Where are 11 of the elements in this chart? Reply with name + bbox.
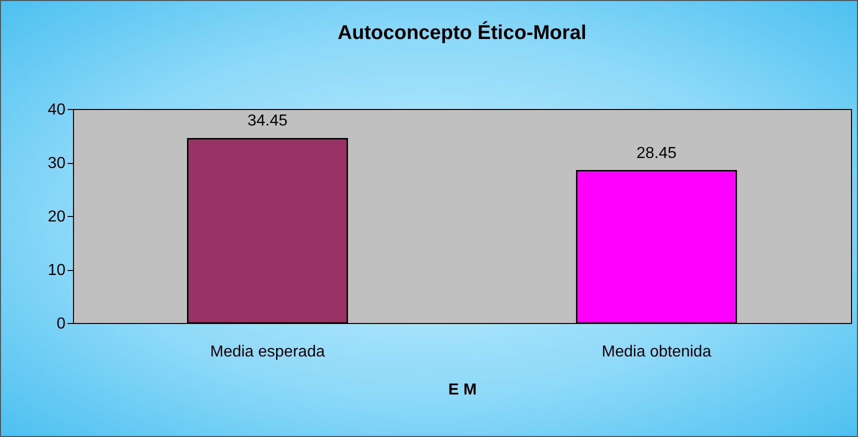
chart-title: Autoconcepto Ético-Moral [338,21,586,44]
y-tick-label: 0 [56,316,66,332]
x-tick-label: Media esperada [210,344,325,360]
y-tick-label: 40 [48,102,66,118]
y-tick-label: 20 [48,208,66,226]
x-axis-title: E M [448,382,477,398]
data-label: 34.45 [247,112,288,130]
y-tick-label: 30 [48,155,66,172]
y-tick-label: 10 [48,262,66,279]
data-label: 28.45 [636,144,677,162]
x-tick-label: Media obtenida [602,344,712,360]
